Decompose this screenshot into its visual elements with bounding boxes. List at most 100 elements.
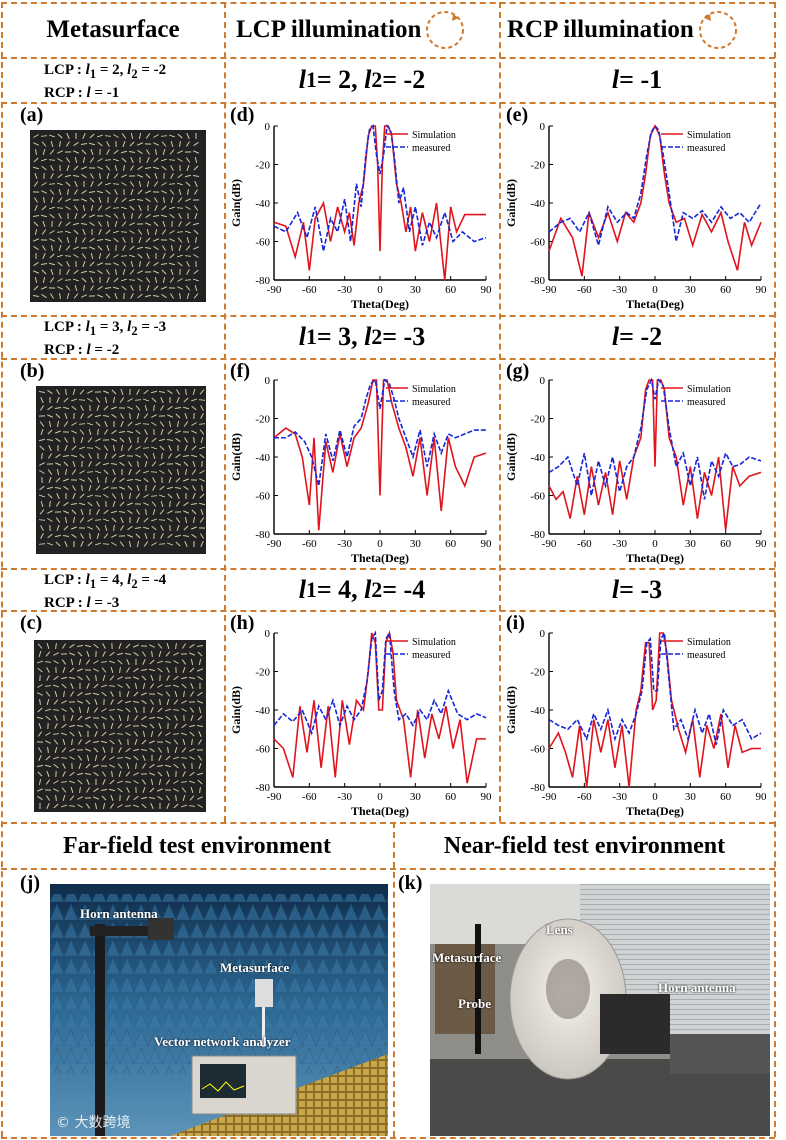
x-tick-label: -30 [612, 538, 627, 550]
x-tick-label: 30 [410, 284, 422, 296]
x-tick-label: -30 [337, 284, 352, 296]
label-probe: Probe [458, 996, 491, 1011]
y-tick-label: -80 [530, 529, 545, 541]
y-tick-label: 0 [265, 121, 271, 133]
panel-label-b: (b) [20, 360, 45, 382]
x-tick-label: 90 [481, 284, 493, 296]
y-tick-label: -20 [530, 667, 545, 679]
near-field-setup-illustration [430, 884, 770, 1136]
y-tick-label: -20 [255, 414, 270, 426]
x-axis-label: Theta(Deg) [351, 297, 409, 311]
header-lcp: LCP illumination [226, 4, 498, 56]
x-tick-label: 30 [410, 538, 422, 550]
chart-f: -90 -60 -30 0 30 60 90 0 -20 -40 -60 -80 Theta(Deg) G… [228, 362, 496, 568]
near-field-photo: Lens Metasurface Probe Horn antenna [430, 884, 770, 1136]
y-tick-label: 0 [540, 628, 546, 640]
legend-label: Simulation [687, 384, 731, 395]
y-tick-label: -80 [255, 529, 270, 541]
x-tick-label: -30 [612, 791, 627, 803]
series-measured [548, 630, 762, 745]
x-tick-label: 30 [685, 538, 697, 550]
x-tick-label: 0 [652, 538, 658, 550]
chart-e: -90 -60 -30 0 30 60 90 0 -20 -40 -60 -80 Theta(Deg) G… [503, 108, 771, 314]
chart-i: -90 -60 -30 0 30 60 90 0 -20 -40 -60 -80 Theta(Deg) G… [503, 615, 771, 821]
header-lcp-text: LCP illumination [236, 16, 422, 43]
y-tick-label: -20 [255, 667, 270, 679]
y-tick-label: -40 [530, 452, 545, 464]
lcp-circular-arrow-icon [426, 11, 465, 49]
metasurface-image-c [34, 640, 206, 812]
y-tick-label: -20 [530, 160, 545, 172]
y-tick-label: -60 [530, 237, 545, 249]
x-tick-label: 0 [652, 284, 658, 296]
chart-svg: -90 -60 -30 0 30 60 90 0 -20 -40 -60 -80 Theta(Deg) G… [504, 628, 767, 818]
frame-v [1, 2, 3, 1137]
legend-label: Simulation [412, 384, 456, 395]
x-tick-label: 90 [756, 284, 768, 296]
row1-config-lcp: LCP : l1 = 2, l2 = -2 [44, 62, 167, 81]
header-rcp: RCP illumination [501, 4, 773, 56]
frame-h [1, 57, 775, 59]
x-axis-label: Theta(Deg) [626, 804, 684, 818]
far-field-photo: Horn antenna Metasurface Vector network … [50, 884, 388, 1136]
y-tick-label: -60 [255, 491, 270, 503]
y-tick-label: 0 [540, 121, 546, 133]
y-tick-label: -60 [530, 491, 545, 503]
x-tick-label: 0 [377, 791, 383, 803]
row3-config: LCP : l1 = 4, l2 = -4 RCP : l = -3 [20, 571, 222, 611]
y-tick-label: 0 [265, 628, 271, 640]
x-tick-label: -90 [267, 538, 282, 550]
legend-label: Simulation [412, 637, 456, 648]
x-tick-label: 60 [720, 791, 732, 803]
panel-label-f: (f) [230, 360, 250, 382]
panel-label-g: (g) [506, 360, 530, 382]
x-axis-label: Theta(Deg) [626, 551, 684, 565]
y-tick-label: -80 [530, 782, 545, 794]
chart-d: -90 -60 -30 0 30 60 90 0 -20 -40 -60 -80 Theta(Deg) G… [228, 108, 496, 314]
frame-v [499, 2, 501, 822]
far-field-title: Far-field test environment [63, 832, 331, 859]
series-measured [274, 378, 486, 487]
x-tick-label: 60 [720, 284, 732, 296]
label-lens: Lens [546, 922, 573, 937]
y-tick-label: -80 [530, 275, 545, 287]
series-simulation [273, 379, 487, 531]
x-tick-label: -60 [577, 791, 592, 803]
x-tick-label: -60 [302, 284, 317, 296]
frame-v [774, 2, 776, 1137]
label-vna: Vector network analyzer [154, 1034, 291, 1049]
x-tick-label: 30 [410, 791, 422, 803]
chart-h: -90 -60 -30 0 30 60 90 0 -20 -40 -60 -80 Theta(Deg) G… [228, 615, 496, 821]
y-axis-label: Gain(dB) [229, 179, 243, 227]
legend-label: Simulation [687, 130, 731, 141]
y-axis-label: Gain(dB) [229, 686, 243, 734]
x-tick-label: 0 [652, 791, 658, 803]
frame-h [1, 822, 775, 824]
panel-label-k: (k) [398, 872, 423, 894]
header-rcp-text: RCP illumination [507, 16, 694, 43]
series-measured [548, 124, 762, 249]
y-tick-label: -20 [530, 414, 545, 426]
panel-label-j: (j) [20, 872, 40, 894]
label-horn-antenna-far: Horn antenna [80, 906, 158, 921]
y-tick-label: -60 [255, 237, 270, 249]
panel-label-i: (i) [506, 612, 525, 634]
row1-config: LCP : l1 = 2, l2 = -2 RCP : l = -1 [20, 61, 222, 101]
near-field-title: Near-field test environment [443, 832, 726, 859]
y-tick-label: -20 [255, 160, 270, 172]
y-tick-label: 0 [540, 375, 546, 387]
x-tick-label: 60 [445, 538, 457, 550]
legend-label: measured [687, 397, 725, 408]
chart-svg: -90 -60 -30 0 30 60 90 0 -20 -40 -60 -80 Theta(Deg) G… [504, 375, 767, 565]
frame-h [1, 1137, 775, 1139]
metasurface-image-a [30, 130, 206, 302]
series-measured [548, 377, 762, 500]
series-simulation [548, 379, 762, 531]
chart-svg: -90 -60 -30 0 30 60 90 0 -20 -40 -60 -80 Theta(Deg) G… [504, 121, 768, 311]
y-axis-label: Gain(dB) [504, 686, 518, 734]
x-tick-label: -90 [542, 791, 557, 803]
legend-label: measured [412, 650, 450, 661]
metasurface-pattern [36, 642, 204, 810]
x-axis-label: Theta(Deg) [351, 551, 409, 565]
row3-rcp-eq: l = -3 [611, 575, 663, 604]
